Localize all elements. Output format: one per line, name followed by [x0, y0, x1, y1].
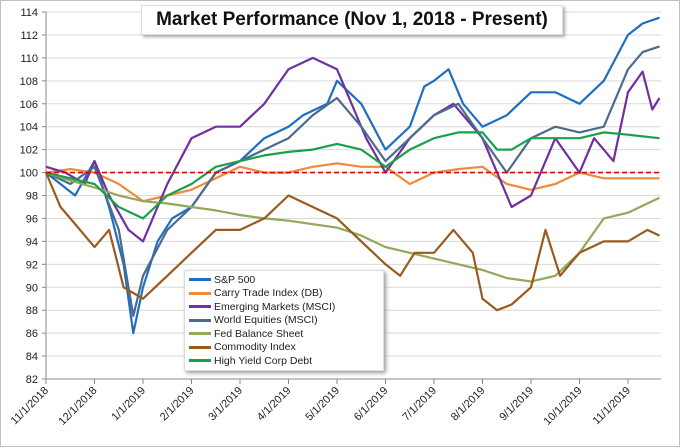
- y-tick-label: 92: [26, 259, 38, 271]
- series-line-high-yield-corp-debt: [45, 131, 660, 220]
- y-tick-label: 98: [26, 191, 38, 203]
- x-tick-label: 4/1/2019: [255, 385, 294, 424]
- y-tick-label: 90: [26, 282, 38, 294]
- legend-item: S&P 500: [189, 273, 379, 287]
- y-tick-label: 88: [26, 305, 38, 317]
- x-tick-label: 12/1/2018: [57, 385, 100, 428]
- legend: S&P 500 Carry Trade Index (DB) Emerging Ma…: [184, 270, 384, 371]
- y-tick-label: 94: [26, 236, 38, 248]
- legend-swatch: [189, 345, 211, 349]
- series-line-carry-trade-index-db-: [45, 162, 660, 203]
- legend-item: High Yield Corp Debt: [189, 354, 379, 368]
- legend-item: Commodity Index: [189, 341, 379, 355]
- legend-item: World Equities (MSCI): [189, 314, 379, 328]
- legend-label: World Equities (MSCI): [214, 314, 318, 327]
- x-tick-label: 5/1/2019: [303, 385, 342, 424]
- legend-item: Emerging Markets (MSCI): [189, 300, 379, 314]
- legend-label: Carry Trade Index (DB): [214, 287, 323, 300]
- x-tick-label: 8/1/2019: [449, 385, 488, 424]
- y-tick-label: 100: [20, 168, 38, 180]
- legend-item: Fed Balance Sheet: [189, 327, 379, 341]
- y-tick-label: 110: [20, 53, 38, 65]
- x-tick-label: 11/1/2019: [591, 385, 634, 428]
- y-tick-label: 108: [20, 76, 38, 88]
- y-tick-label: 102: [20, 145, 38, 157]
- x-tick-label: 10/1/2019: [542, 385, 585, 428]
- legend-label: Emerging Markets (MSCI): [214, 300, 336, 313]
- legend-swatch: [189, 332, 211, 336]
- y-tick-label: 84: [26, 351, 38, 363]
- legend-label: High Yield Corp Debt: [214, 354, 313, 367]
- y-tick-label: 114: [20, 7, 38, 19]
- legend-swatch: [189, 291, 211, 295]
- series-line-s-p-500: [45, 16, 660, 335]
- chart-title: Market Performance (Nov 1, 2018 - Presen…: [141, 5, 563, 35]
- y-tick-label: 96: [26, 213, 38, 225]
- x-tick-label: 1/1/2019: [109, 385, 148, 424]
- x-tick-label: 9/1/2019: [497, 385, 536, 424]
- legend-swatch: [189, 359, 211, 363]
- x-tick-label: 3/1/2019: [206, 385, 245, 424]
- x-tick-label: 2/1/2019: [158, 385, 197, 424]
- y-tick-label: 104: [20, 122, 38, 134]
- x-tick-label: 11/1/2018: [9, 385, 52, 428]
- legend-swatch: [189, 318, 211, 322]
- y-tick-label: 106: [20, 99, 38, 111]
- legend-item: Carry Trade Index (DB): [189, 287, 379, 301]
- series-line-commodity-index: [44, 172, 660, 312]
- legend-label: S&P 500: [214, 273, 256, 286]
- y-tick-label: 86: [26, 328, 38, 340]
- series-line-emerging-markets-msci-: [45, 56, 661, 243]
- legend-label: Fed Balance Sheet: [214, 327, 304, 340]
- x-tick-label: 6/1/2019: [352, 385, 391, 424]
- x-tick-label: 7/1/2019: [400, 385, 439, 424]
- series-line-fed-balance-sheet: [45, 171, 660, 283]
- legend-label: Commodity Index: [214, 341, 296, 354]
- legend-swatch: [189, 305, 211, 309]
- y-tick-label: 82: [26, 374, 38, 386]
- y-tick-label: 112: [20, 30, 38, 42]
- legend-swatch: [189, 278, 211, 282]
